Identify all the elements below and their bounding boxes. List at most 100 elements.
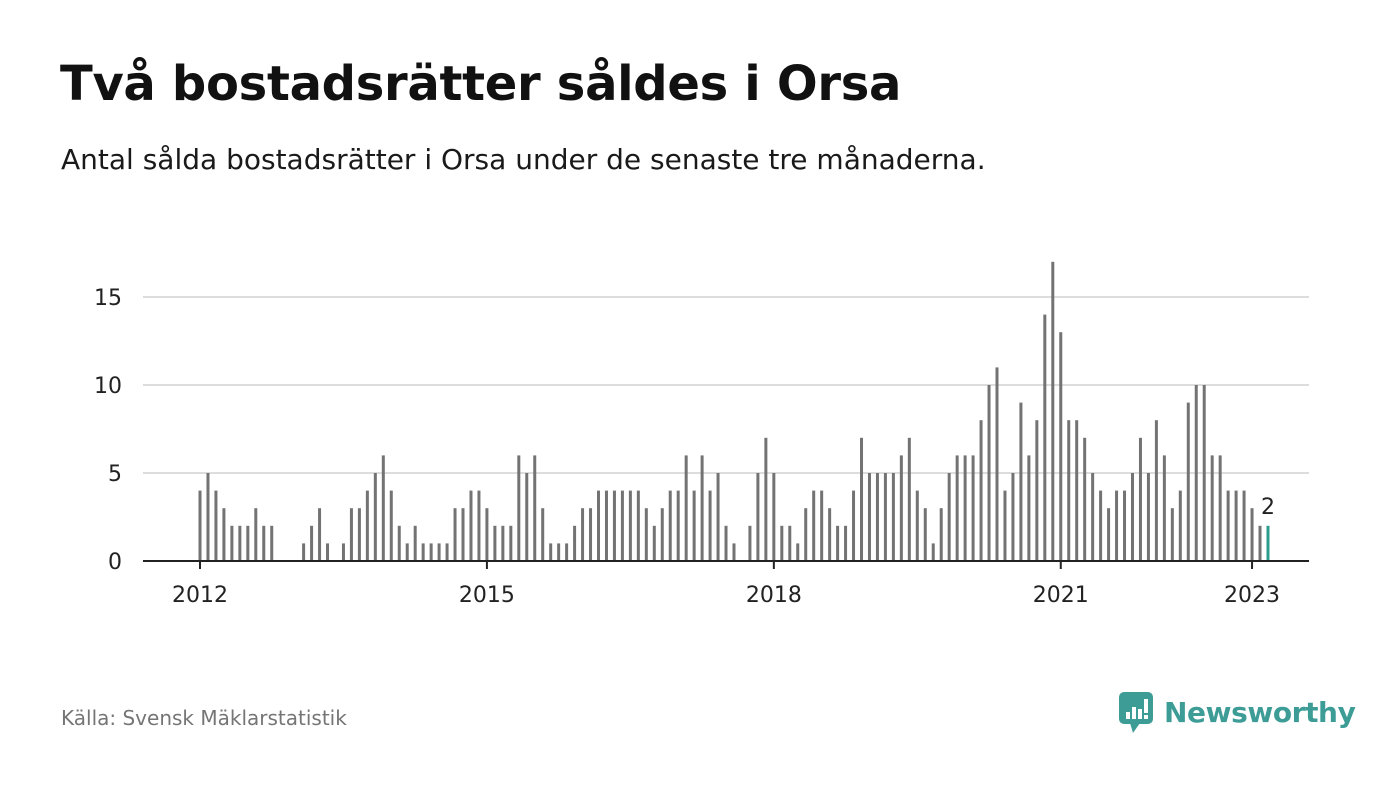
- bar: [1194, 385, 1198, 561]
- bar: [812, 490, 816, 561]
- bar: [684, 455, 688, 561]
- bar: [389, 490, 393, 561]
- bar: [867, 473, 871, 561]
- x-axis-ticks: 2012 2015 2018 2021 2023: [172, 561, 1280, 608]
- y-axis-ticks: 0 5 10 15: [94, 286, 122, 575]
- bar-highlight: [1266, 525, 1270, 561]
- bar: [971, 455, 975, 561]
- bar: [628, 490, 632, 561]
- bar: [1186, 402, 1190, 561]
- bar: [222, 508, 226, 561]
- bar: [604, 490, 608, 561]
- bar: [573, 525, 577, 561]
- last-value-label: 2: [1261, 495, 1275, 520]
- bar: [620, 490, 624, 561]
- source-note: Källa: Svensk Mäklarstatistik: [61, 706, 347, 730]
- bar: [636, 490, 640, 561]
- bar: [947, 473, 951, 561]
- x-tick-label: 2018: [746, 583, 802, 608]
- x-tick-label: 2021: [1033, 583, 1089, 608]
- y-tick-label: 0: [108, 550, 122, 575]
- bar: [915, 490, 919, 561]
- bar: [1154, 420, 1158, 561]
- bar: [557, 543, 561, 561]
- bar: [365, 490, 369, 561]
- bar: [1003, 490, 1007, 561]
- bar: [1115, 490, 1119, 561]
- newsworthy-logo-icon: [1119, 692, 1153, 733]
- bar: [589, 508, 593, 561]
- bar: [381, 455, 385, 561]
- bar: [1130, 473, 1134, 561]
- x-tick-label: 2012: [172, 583, 228, 608]
- bar: [262, 525, 266, 561]
- bar: [788, 525, 792, 561]
- bars: [198, 261, 1270, 561]
- grid-lines: [143, 296, 1309, 474]
- bar: [302, 543, 306, 561]
- bar: [1107, 508, 1111, 561]
- bar: [1123, 490, 1127, 561]
- bar: [780, 525, 784, 561]
- bar: [198, 490, 202, 561]
- bar: [310, 525, 314, 561]
- bar: [979, 420, 983, 561]
- bar: [796, 543, 800, 561]
- bar: [254, 508, 258, 561]
- bar: [1075, 420, 1079, 561]
- bar: [700, 455, 704, 561]
- bar: [246, 525, 250, 561]
- chart-subtitle: Antal sålda bostadsrätter i Orsa under d…: [61, 143, 986, 176]
- bar: [581, 508, 585, 561]
- bar: [708, 490, 712, 561]
- bar: [461, 508, 465, 561]
- bar: [413, 525, 417, 561]
- bar: [1178, 490, 1182, 561]
- bar: [238, 525, 242, 561]
- bar: [318, 508, 322, 561]
- bar: [517, 455, 521, 561]
- bar: [931, 543, 935, 561]
- bar: [764, 437, 768, 561]
- bar: [326, 543, 330, 561]
- bar: [875, 473, 879, 561]
- bar: [445, 543, 449, 561]
- bar: [341, 543, 345, 561]
- bar: [421, 543, 425, 561]
- bar: [453, 508, 457, 561]
- bar: [836, 525, 840, 561]
- bar: [1258, 525, 1262, 561]
- bar: [923, 508, 927, 561]
- bar: [963, 455, 967, 561]
- bar: [987, 385, 991, 561]
- bar: [899, 455, 903, 561]
- bar: [907, 437, 911, 561]
- bar: [565, 543, 569, 561]
- bar: [828, 508, 832, 561]
- bar: [437, 543, 441, 561]
- bar: [804, 508, 808, 561]
- bar: [1210, 455, 1214, 561]
- bar: [1138, 437, 1142, 561]
- bar: [852, 490, 856, 561]
- y-tick-label: 5: [108, 462, 122, 487]
- bar: [995, 367, 999, 561]
- brand-logo: Newsworthy: [1118, 690, 1356, 734]
- bar: [597, 490, 600, 561]
- bar: [1043, 314, 1047, 561]
- bar: [1011, 473, 1015, 561]
- bar: [397, 525, 401, 561]
- bar: [1091, 473, 1095, 561]
- bar: [652, 525, 656, 561]
- bar: [891, 473, 895, 561]
- x-tick-label: 2023: [1224, 583, 1280, 608]
- bar: [469, 490, 473, 561]
- bar: [939, 508, 943, 561]
- x-tick-label: 2015: [459, 583, 515, 608]
- bar: [612, 490, 616, 561]
- bar: [501, 525, 505, 561]
- bar: [533, 455, 537, 561]
- bar: [724, 525, 728, 561]
- bar: [772, 473, 776, 561]
- bar: [1035, 420, 1039, 561]
